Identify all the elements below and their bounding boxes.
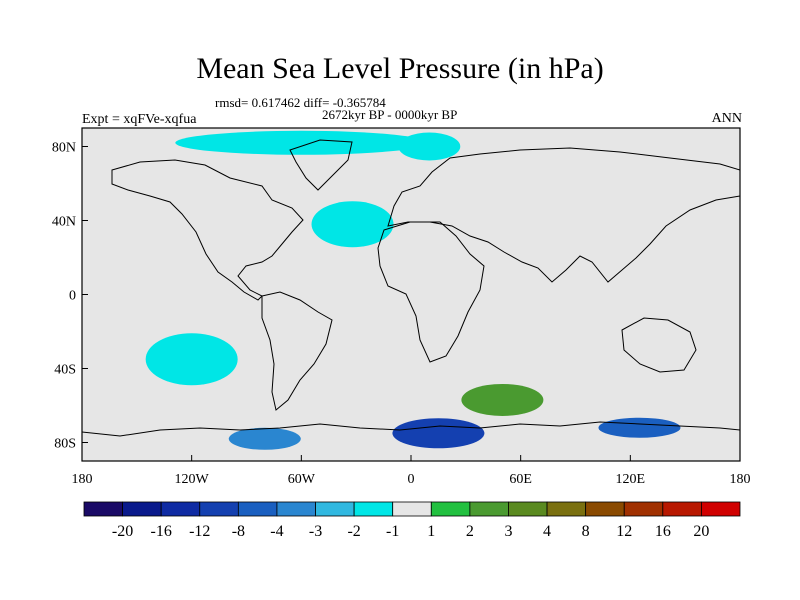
- anomaly-north-atlantic-low: [311, 201, 394, 248]
- coast-africa: [377, 221, 485, 363]
- colorbar-label: -16: [151, 523, 172, 540]
- coastlines: [82, 139, 740, 437]
- anomaly-south-indian-high: [461, 383, 544, 416]
- colorbar-swatch: [353, 501, 394, 517]
- experiment-label: Expt = xqFVe-xqfua: [82, 112, 197, 127]
- colorbar-label: 1: [427, 523, 435, 540]
- coast-greenland: [289, 139, 353, 191]
- colorbar-swatch: [585, 501, 625, 517]
- x-tick-label: 0: [408, 472, 415, 487]
- colorbar-label: 12: [616, 523, 632, 540]
- coast-north-america: [111, 159, 304, 301]
- colorbar-swatch: [83, 501, 123, 517]
- anomaly-arctic-low: [175, 130, 428, 155]
- x-tick-label: 180: [730, 472, 751, 487]
- colorbar-label: 3: [504, 523, 512, 540]
- colorbar-swatch: [662, 501, 702, 517]
- colorbar-swatch: [546, 501, 587, 517]
- y-tick-label: 40N: [52, 215, 76, 230]
- colorbar-swatch: [430, 501, 471, 517]
- map-background: [82, 128, 740, 461]
- colorbar-swatch: [623, 501, 664, 517]
- coast-eurasia: [387, 147, 740, 283]
- anomaly-antarctic-low-east: [598, 417, 681, 438]
- anomaly-antarctic-low-atlantic: [392, 418, 485, 449]
- colorbar-label: -1: [386, 523, 399, 540]
- colorbar-swatch: [701, 501, 741, 517]
- colorbar-swatch: [199, 501, 239, 517]
- anomaly-south-pacific-low: [145, 333, 238, 386]
- x-tick-label: 120E: [616, 472, 646, 487]
- colorbar-label: -12: [189, 523, 210, 540]
- colorbar-swatch: [315, 501, 355, 517]
- x-tick-label: 60W: [288, 472, 316, 487]
- colorbar-swatch: [237, 501, 278, 517]
- chart-title: Mean Sea Level Pressure (in hPa): [196, 52, 604, 85]
- coast-antarctica: [82, 421, 740, 437]
- colorbar: -20 -16 -12 -8 -4 -3 -2 -1 1 2 3 4 8 12 16 20: [83, 501, 741, 540]
- y-tick-label: 80S: [54, 437, 76, 452]
- colorbar-swatch: [122, 501, 162, 517]
- colorbar-label: -2: [347, 523, 360, 540]
- colorbar-swatch: [508, 501, 548, 517]
- y-tick-label: 0: [69, 289, 76, 304]
- stats-line: rmsd= 0.617462 diff= -0.365784: [215, 95, 386, 110]
- anomaly-antarctic-low-pacific: [228, 427, 301, 450]
- colorbar-label: 8: [582, 523, 590, 540]
- colorbar-label: -4: [270, 523, 283, 540]
- y-tick-label: 80N: [52, 141, 76, 156]
- coast-australia: [621, 317, 697, 373]
- colorbar-label: -8: [232, 523, 245, 540]
- colorbar-swatch: [392, 501, 432, 517]
- colorbar-label: 2: [466, 523, 474, 540]
- anomaly-greenland-sea-low: [398, 132, 461, 161]
- colorbar-label: -20: [112, 523, 133, 540]
- axes: 180 120W 60W 0 60E 120E 180 80N 40N 0 40S 80S: [52, 141, 751, 488]
- colorbar-label: 20: [693, 523, 709, 540]
- y-tick-label: 40S: [54, 363, 76, 378]
- x-tick-label: 180: [72, 472, 93, 487]
- x-tick-label: 60E: [509, 472, 532, 487]
- x-tick-label: 120W: [175, 472, 210, 487]
- period-line: 2672kyr BP - 0000kyr BP: [322, 107, 458, 122]
- coast-south-america: [261, 291, 333, 411]
- colorbar-label: -3: [309, 523, 322, 540]
- colorbar-label: 16: [655, 523, 671, 540]
- colorbar-label: 4: [543, 523, 551, 540]
- colorbar-swatch: [160, 501, 201, 517]
- colorbar-swatch: [276, 501, 316, 517]
- colorbar-swatch: [469, 501, 509, 517]
- season-label: ANN: [711, 111, 742, 126]
